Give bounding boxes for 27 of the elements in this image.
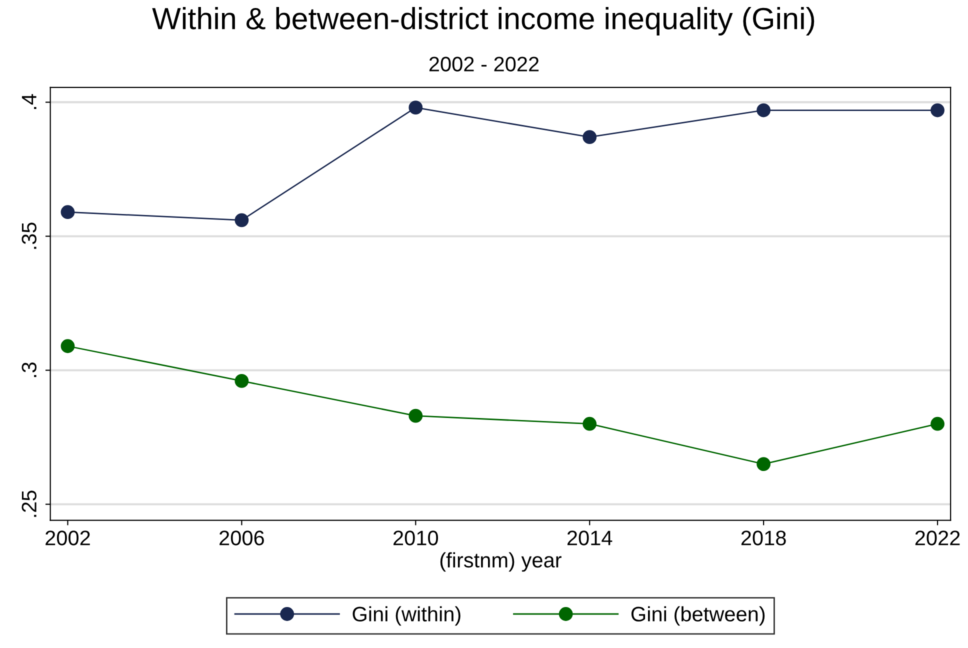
point	[234, 213, 249, 228]
x-tick-label: 2022	[915, 530, 960, 546]
legend-label: Gini (within)	[352, 606, 460, 626]
point	[408, 100, 423, 115]
chart-title: Within & between-district income inequality (Gini)	[152, 7, 814, 36]
point	[930, 416, 944, 431]
point	[756, 103, 771, 118]
point	[756, 457, 771, 472]
x-tick-label: 2010	[394, 530, 438, 546]
y-tick-label: .3	[22, 362, 36, 378]
y-tick-label: .35	[22, 222, 36, 249]
point	[408, 408, 423, 423]
chart-subtitle: 2002 - 2022	[429, 56, 539, 72]
point	[60, 205, 75, 220]
legend-label: Gini (between)	[631, 606, 765, 626]
x-tick-label: 2014	[567, 530, 612, 546]
x-tick-label: 2018	[741, 530, 786, 546]
point	[930, 103, 944, 118]
x-tick-label: 2006	[220, 530, 264, 546]
x-axis-title: (firstnm) year	[440, 552, 562, 572]
x-tick-label: 2002	[46, 530, 90, 546]
point	[582, 130, 597, 144]
y-tick-label: .25	[22, 490, 36, 517]
point	[234, 374, 249, 388]
point	[582, 416, 597, 431]
point	[60, 339, 75, 354]
y-tick-label: .4	[22, 94, 36, 110]
